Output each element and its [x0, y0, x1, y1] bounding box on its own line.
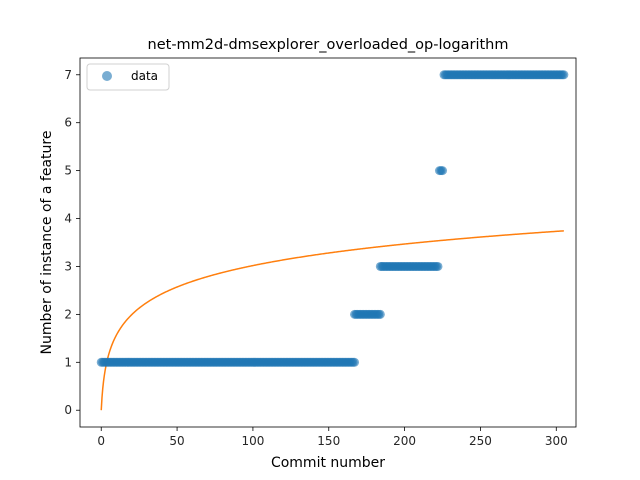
- data-point: [350, 357, 360, 367]
- legend-box: [86, 63, 170, 91]
- y-tick-label: 0: [64, 403, 72, 417]
- x-tick-label: 200: [393, 434, 416, 448]
- y-tick-label: 5: [64, 164, 72, 178]
- x-tick-label: 300: [545, 434, 568, 448]
- chart-title: net-mm2d-dmsexplorer_overloaded_op-logar…: [148, 37, 509, 53]
- fit-line: [100, 230, 564, 411]
- axes-frame: [79, 57, 577, 428]
- legend: data: [86, 63, 170, 91]
- legend-marker: [102, 71, 112, 81]
- y-axis-label: Number of instance of a feature: [39, 131, 55, 355]
- fit-line-layer: [100, 230, 564, 411]
- scatter-points-layer: [96, 70, 569, 367]
- data-point: [559, 70, 569, 80]
- x-tick-label: 0: [97, 434, 105, 448]
- y-tick-label: 4: [64, 212, 72, 226]
- data-point: [438, 166, 448, 176]
- y-tick-label: 6: [64, 116, 72, 130]
- y-axis-ticks: 0 1 2 3 4 5 6 7: [64, 68, 80, 417]
- y-tick-label: 2: [64, 307, 72, 321]
- y-tick-label: 1: [64, 355, 72, 369]
- y-tick-label: 7: [64, 68, 72, 82]
- data-point: [433, 261, 443, 271]
- x-tick-label: 150: [317, 434, 340, 448]
- x-tick-label: 250: [469, 434, 492, 448]
- legend-label: data: [131, 69, 158, 83]
- data-point: [375, 309, 385, 319]
- x-tick-label: 100: [241, 434, 264, 448]
- x-axis-ticks: 0 50 100 150 200 250 300: [97, 427, 568, 448]
- x-axis-label: Commit number: [271, 455, 385, 471]
- x-tick-label: 50: [169, 434, 184, 448]
- plot-area: [96, 70, 569, 411]
- y-tick-label: 3: [64, 259, 72, 273]
